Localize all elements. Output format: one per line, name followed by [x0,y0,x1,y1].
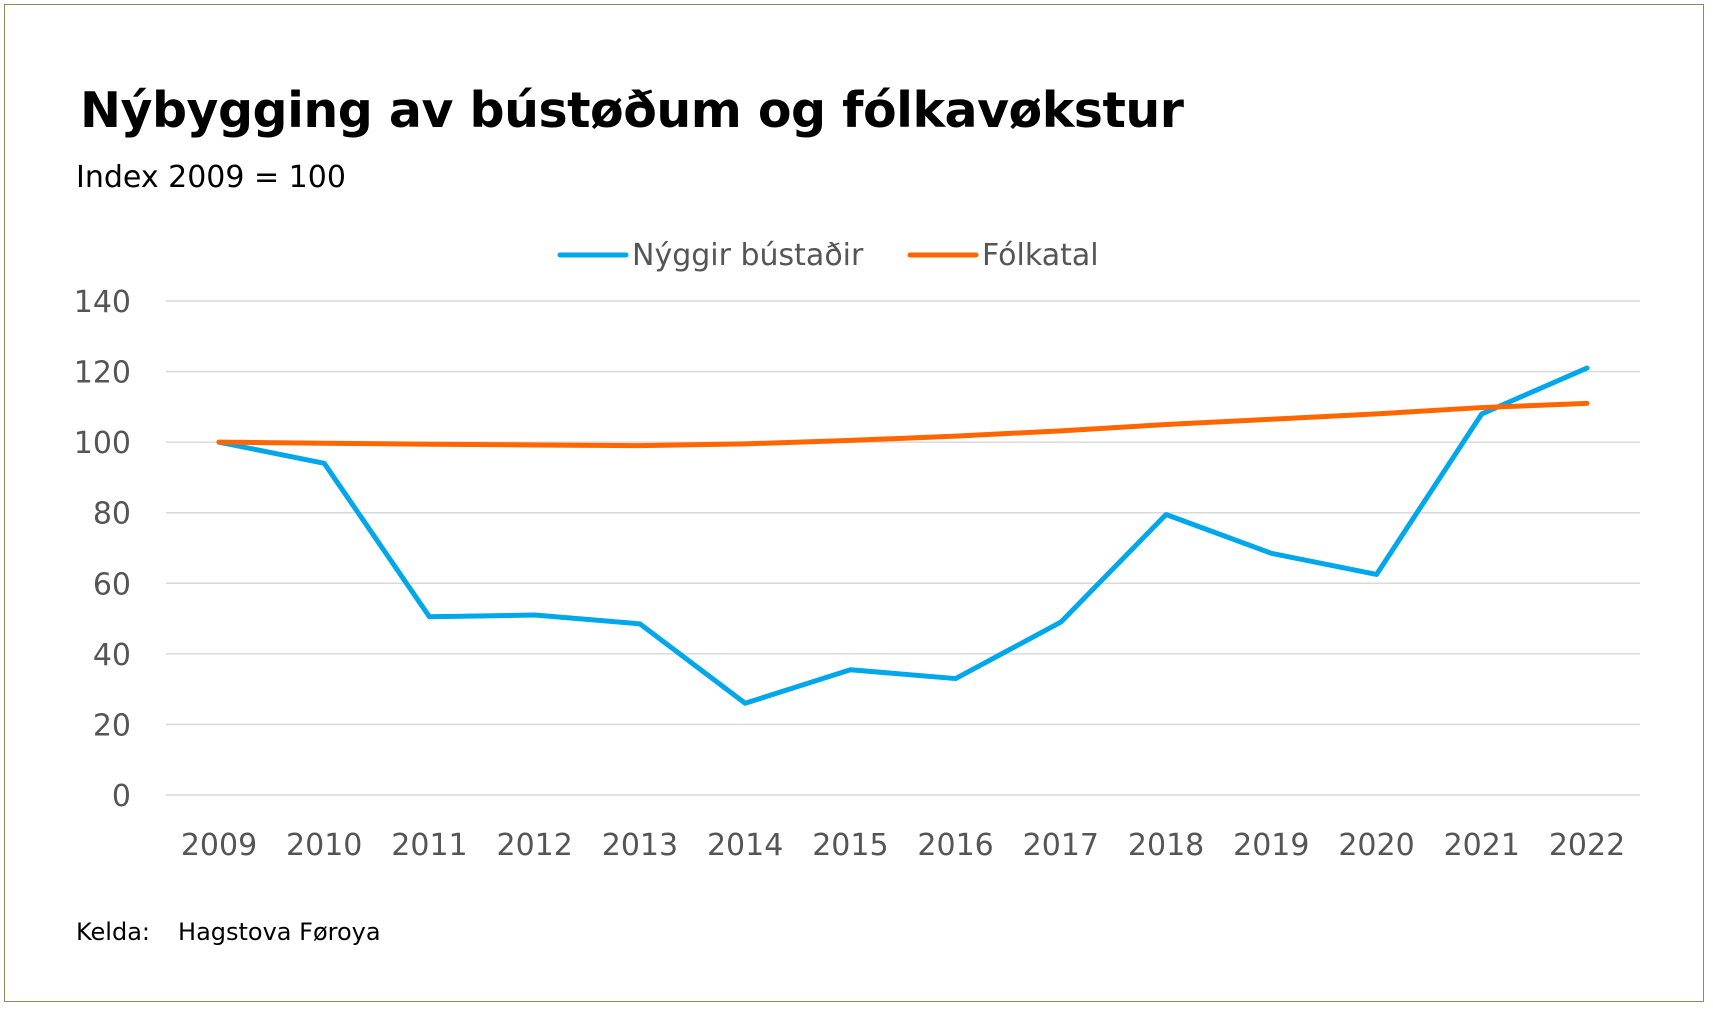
x-tick-label: 2013 [602,828,678,863]
x-tick-label: 2017 [1023,828,1099,863]
x-tick-label: 2021 [1444,828,1520,863]
x-tick-label: 2014 [707,828,783,863]
y-tick-label: 80 [93,497,131,532]
source-label: Kelda: [76,918,151,946]
x-tick-label: 2018 [1128,828,1204,863]
legend-label: Nýggir bústaðir [632,238,864,273]
chart-title: Nýbygging av bústøðum og fólkavøkstur [80,82,1184,139]
chart-subtitle: Index 2009 = 100 [76,160,346,195]
chart-frame [4,4,1704,1002]
x-tick-label: 2011 [391,828,467,863]
y-tick-label: 0 [112,779,131,814]
x-tick-label: 2009 [181,828,257,863]
series-line-population [216,400,1590,449]
series-line-new-dwellings [216,365,1590,706]
y-tick-label: 20 [93,708,131,743]
source-note: Kelda: Hagstova Føroya [76,918,409,946]
y-tick-label: 140 [74,285,131,320]
source-name: Hagstova Føroya [178,918,381,946]
x-tick-label: 2010 [286,828,362,863]
y-tick-label: 60 [93,567,131,602]
x-tick-label: 2020 [1338,828,1414,863]
x-tick-label: 2019 [1233,828,1309,863]
y-tick-label: 100 [74,426,131,461]
y-tick-label: 120 [74,356,131,391]
legend-label: Fólkatal [982,238,1099,273]
x-tick-label: 2015 [812,828,888,863]
x-tick-label: 2012 [497,828,573,863]
x-tick-label: 2022 [1549,828,1625,863]
x-tick-label: 2016 [917,828,993,863]
y-tick-label: 40 [93,638,131,673]
